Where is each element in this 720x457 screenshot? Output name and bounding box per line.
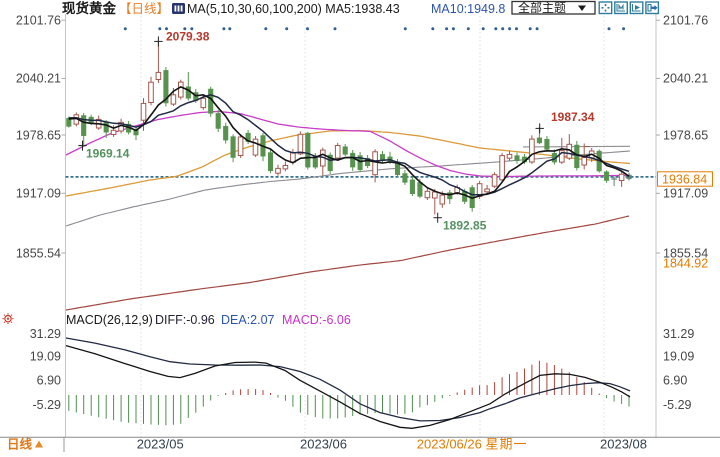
svg-text:1969.14: 1969.14 [86,147,130,161]
svg-text:MA(5,10,30,60,100,200) MA5:19: MA(5,10,30,60,100,200) MA5:1938.43 [187,2,400,16]
svg-text:DIFF:-0.96: DIFF:-0.96 [155,313,215,327]
svg-text:1978.65: 1978.65 [16,128,61,142]
svg-text:1917.09: 1917.09 [16,187,61,201]
svg-text:6.90: 6.90 [37,374,61,388]
svg-text:1978.65: 1978.65 [663,128,708,142]
svg-text:19.09: 19.09 [30,350,61,364]
svg-text:6.90: 6.90 [663,374,687,388]
svg-text:-5.29: -5.29 [663,398,692,412]
svg-text:2040.21: 2040.21 [663,72,708,86]
svg-text:MACD(26,12,9): MACD(26,12,9) [66,313,153,327]
svg-text:2023/06/26 星期一: 2023/06/26 星期一 [417,437,528,452]
svg-text:DEA:2.07: DEA:2.07 [221,313,275,327]
svg-text:-5.29: -5.29 [33,398,62,412]
svg-text:1892.85: 1892.85 [443,219,487,233]
svg-text:MACD:-6.06: MACD:-6.06 [282,313,351,327]
svg-text:2023/05: 2023/05 [137,437,184,452]
svg-text:31.29: 31.29 [663,327,694,341]
svg-text:31.29: 31.29 [30,327,61,341]
svg-text:1917.09: 1917.09 [663,187,708,201]
svg-text:2079.38: 2079.38 [166,30,210,44]
svg-text:2040.21: 2040.21 [16,72,61,86]
svg-text:全部主题: 全部主题 [518,0,566,15]
svg-text:1844.92: 1844.92 [663,256,708,270]
svg-text:1855.54: 1855.54 [16,246,61,260]
svg-text:【日线】: 【日线】 [119,2,169,16]
svg-text:1855.54: 1855.54 [663,246,708,260]
svg-text:1987.34: 1987.34 [551,110,595,124]
svg-text:2101.76: 2101.76 [16,14,61,28]
svg-text:1936.84: 1936.84 [662,172,707,186]
svg-text:现货黄金: 现货黄金 [62,0,116,16]
svg-text:MA10:1949.8: MA10:1949.8 [431,2,505,16]
svg-text:2023/08: 2023/08 [600,437,647,452]
svg-text:2101.76: 2101.76 [663,14,708,28]
svg-text:2023/06: 2023/06 [300,437,347,452]
svg-text:日线: 日线 [7,437,33,452]
svg-text:19.09: 19.09 [663,350,694,364]
